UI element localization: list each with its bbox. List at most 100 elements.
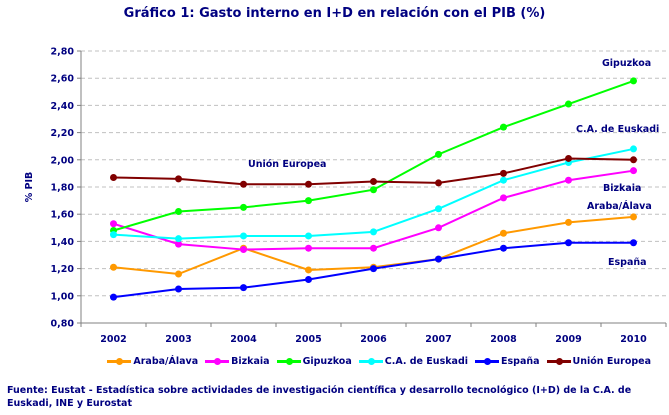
data-point bbox=[630, 77, 637, 85]
series-line-Gipuzkoa bbox=[113, 79, 634, 232]
data-point bbox=[370, 178, 377, 186]
data-point bbox=[305, 180, 312, 188]
data-point bbox=[630, 213, 637, 221]
y-tick-label: 1,40 bbox=[51, 237, 75, 248]
data-point bbox=[435, 179, 442, 187]
data-point bbox=[240, 284, 247, 292]
y-tick-label: 2,20 bbox=[51, 128, 75, 139]
series-annotation: Bizkaia bbox=[603, 183, 641, 194]
legend: Araba/Álava Bizkaia Gipuzkoa C.A. de Euskad… bbox=[0, 356, 669, 367]
data-point bbox=[370, 244, 377, 252]
data-point bbox=[370, 265, 377, 273]
y-tick-label: 1,80 bbox=[51, 183, 75, 194]
data-point bbox=[435, 255, 442, 263]
y-tick-label: 1,20 bbox=[51, 264, 75, 275]
x-tick-label: 2005 bbox=[295, 334, 321, 345]
legend-label: Unión Europea bbox=[572, 356, 651, 367]
series-annotation: Unión Europea bbox=[248, 159, 326, 170]
series-annotation: Gipuzkoa bbox=[602, 58, 651, 69]
data-point bbox=[110, 293, 117, 301]
data-point bbox=[370, 186, 377, 194]
data-point bbox=[175, 240, 182, 248]
legend-swatch bbox=[276, 357, 301, 365]
series-annotation: España bbox=[608, 257, 647, 268]
data-point bbox=[565, 176, 572, 184]
data-point bbox=[500, 229, 507, 237]
data-point bbox=[630, 167, 637, 175]
legend-item: C.A. de Euskadi bbox=[358, 356, 469, 367]
legend-swatch bbox=[546, 357, 571, 365]
series-annotation: C.A. de Euskadi bbox=[576, 124, 659, 135]
data-point bbox=[305, 244, 312, 252]
x-tick-label: 2003 bbox=[165, 334, 191, 345]
data-point bbox=[630, 145, 637, 153]
legend-label: Bizkaia bbox=[231, 356, 270, 367]
y-tick-label: 1,00 bbox=[51, 291, 75, 302]
source-note: Fuente: Eustat - Estadística sobre activ… bbox=[7, 385, 632, 409]
data-point bbox=[240, 246, 247, 254]
data-point bbox=[370, 228, 377, 236]
legend-item: Bizkaia bbox=[205, 356, 270, 367]
data-point bbox=[500, 169, 507, 177]
x-tick-label: 2002 bbox=[100, 334, 126, 345]
data-point bbox=[305, 266, 312, 274]
legend-item: Gipuzkoa bbox=[276, 356, 352, 367]
legend-item: España bbox=[475, 356, 540, 367]
data-point bbox=[435, 205, 442, 213]
data-point bbox=[305, 232, 312, 240]
y-tick-label: 1,60 bbox=[51, 210, 75, 221]
data-point bbox=[175, 175, 182, 183]
data-point bbox=[630, 239, 637, 247]
data-point bbox=[240, 232, 247, 240]
y-tick-label: 2,80 bbox=[51, 47, 75, 58]
data-point bbox=[500, 176, 507, 184]
y-tick-label: 2,00 bbox=[51, 155, 75, 166]
legend-label: Gipuzkoa bbox=[302, 356, 352, 367]
data-point bbox=[305, 275, 312, 283]
data-point bbox=[500, 123, 507, 131]
y-tick-label: 0,80 bbox=[51, 319, 75, 330]
legend-item: Araba/Álava bbox=[107, 356, 198, 367]
x-tick-label: 2007 bbox=[425, 334, 451, 345]
data-point bbox=[500, 244, 507, 252]
data-point bbox=[305, 197, 312, 205]
data-point bbox=[500, 194, 507, 202]
legend-label: C.A. de Euskadi bbox=[384, 356, 469, 367]
data-point bbox=[565, 100, 572, 108]
data-point bbox=[565, 218, 572, 226]
legend-label: Araba/Álava bbox=[133, 356, 199, 367]
data-point bbox=[435, 224, 442, 232]
y-tick-label: 2,60 bbox=[51, 74, 75, 85]
data-point bbox=[110, 263, 117, 271]
x-tick-label: 2010 bbox=[620, 334, 647, 345]
x-tick-label: 2008 bbox=[490, 334, 517, 345]
data-point bbox=[110, 220, 117, 228]
legend-swatch bbox=[475, 357, 500, 365]
data-point bbox=[240, 203, 247, 211]
data-point bbox=[175, 285, 182, 293]
legend-item: Unión Europea bbox=[546, 356, 651, 367]
legend-swatch bbox=[107, 357, 132, 365]
chart-title: Gráfico 1: Gasto interno en I+D en relac… bbox=[123, 6, 546, 21]
data-point bbox=[175, 207, 182, 215]
data-point bbox=[565, 239, 572, 247]
y-tick-label: 2,40 bbox=[51, 101, 75, 112]
legend-swatch bbox=[358, 357, 383, 365]
x-tick-label: 2004 bbox=[230, 334, 257, 345]
legend-swatch bbox=[205, 357, 230, 365]
data-point bbox=[175, 235, 182, 243]
series-annotation: Araba/Álava bbox=[587, 200, 652, 212]
data-point bbox=[110, 231, 117, 239]
x-tick-label: 2006 bbox=[360, 334, 387, 345]
data-point bbox=[630, 156, 637, 164]
data-point bbox=[110, 173, 117, 181]
data-point bbox=[435, 150, 442, 158]
data-point bbox=[240, 180, 247, 188]
data-point bbox=[565, 154, 572, 162]
x-tick-label: 2009 bbox=[555, 334, 581, 345]
legend-label: España bbox=[501, 356, 540, 367]
y-axis-label: % PIB bbox=[24, 172, 35, 203]
data-point bbox=[175, 270, 182, 278]
